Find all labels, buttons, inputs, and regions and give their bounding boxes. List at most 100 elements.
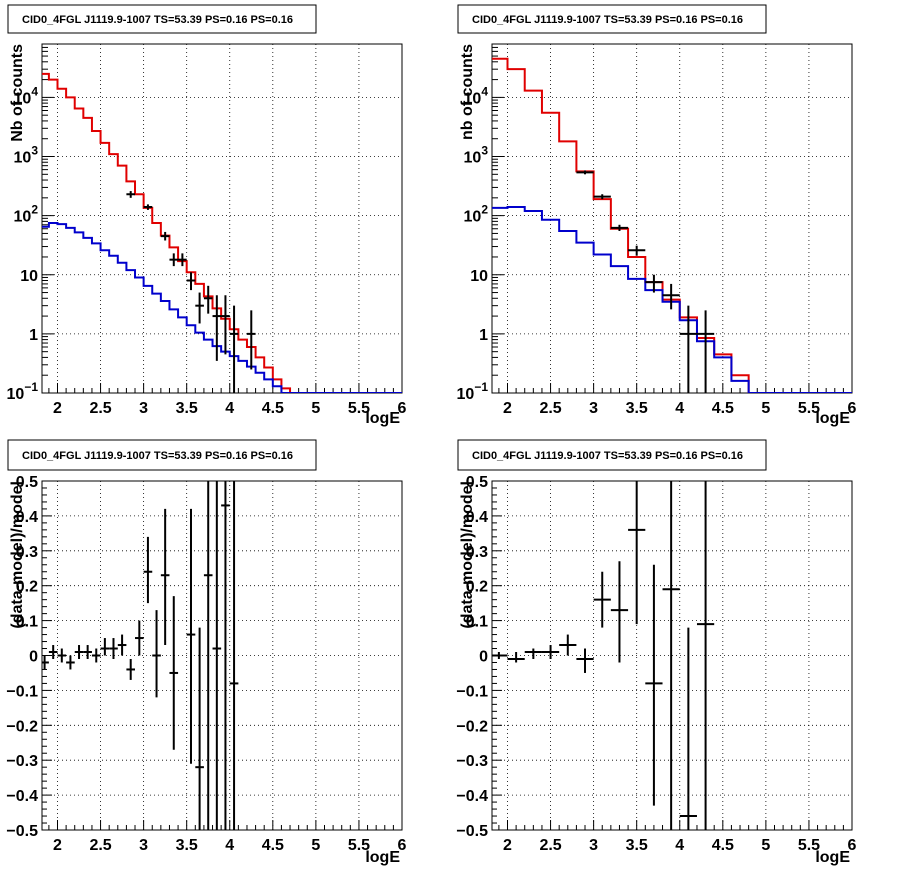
y-tick-label: 0.2 xyxy=(16,579,38,596)
y-tick-exp: 2 xyxy=(31,203,38,217)
grid xyxy=(492,44,853,393)
data-point xyxy=(135,620,144,656)
data-point xyxy=(576,170,594,175)
y-tick-label: 0.1 xyxy=(466,614,488,631)
data-point xyxy=(169,253,179,267)
data-point xyxy=(203,285,213,314)
component-histogram xyxy=(42,222,402,393)
data-point xyxy=(645,274,663,293)
y-tick-label: 0.4 xyxy=(466,509,488,526)
y-axis: −0.5 −0.4 −0.3 −0.2 −0.1 0 0.1 0.2 0.3 0.4 0.5(dat… xyxy=(6,474,52,840)
y-tick-label: 0 xyxy=(479,649,488,666)
y-tick-label: 10 xyxy=(470,268,488,285)
x-tick-label: 2.5 xyxy=(539,837,561,854)
data-point xyxy=(212,295,222,361)
panel-title-box: CID0_4FGL J1119.9-1007 TS=53.39 PS=0.16 … xyxy=(7,4,317,34)
data-point xyxy=(143,536,153,604)
data-point xyxy=(696,481,715,830)
data-point xyxy=(492,652,508,659)
y-tick-label: 0.5 xyxy=(16,474,38,491)
data-point xyxy=(152,610,161,698)
x-tick-label: 5 xyxy=(761,400,770,417)
data-point xyxy=(160,231,170,241)
x-tick-label: 6 xyxy=(848,400,857,417)
y-tick-exp: 4 xyxy=(481,84,488,98)
y-tick-label: −0.2 xyxy=(6,718,38,735)
data-point xyxy=(246,310,256,370)
x-tick-label: 2 xyxy=(503,400,512,417)
data-point xyxy=(696,310,715,393)
panel-title-box: CID0_4FGL J1119.9-1007 TS=53.39 PS=0.16 … xyxy=(7,439,317,471)
y-tick-exp: 3 xyxy=(481,144,488,158)
data-point xyxy=(195,627,204,830)
y-tick-label: 10−1 xyxy=(7,380,39,403)
y-tick-label: −0.1 xyxy=(456,683,488,700)
x-tick-label: 5.5 xyxy=(798,837,820,854)
data-point xyxy=(109,638,118,659)
data-point xyxy=(186,272,196,291)
plot-frame xyxy=(41,43,403,394)
data-point xyxy=(74,645,84,659)
y-axis-label: Nb of counts xyxy=(9,44,26,142)
x-tick-label: 3.5 xyxy=(626,837,648,854)
y-tick-exp: 4 xyxy=(31,84,38,98)
y-tick-label: −0.5 xyxy=(6,823,38,840)
data-point xyxy=(203,481,213,830)
data-point xyxy=(42,655,49,670)
data-point xyxy=(48,645,58,659)
x-tick-label: 5.5 xyxy=(348,837,370,854)
y-tick-label: 103 xyxy=(464,144,489,167)
y-tick-exp: −1 xyxy=(474,380,488,394)
panel-title: CID0_4FGL J1119.9-1007 TS=53.39 PS=0.16 … xyxy=(472,450,743,462)
panel-2: CID0_4FGL J1119.9-1007 TS=53.39 PS=0.16 … xyxy=(457,4,857,427)
x-tick-label: 3 xyxy=(589,400,598,417)
x-tick-label: 4 xyxy=(225,837,234,854)
plot-frame xyxy=(491,43,853,394)
data-point xyxy=(524,648,542,659)
y-tick-label: 0.4 xyxy=(16,509,38,526)
y-tick-label: 1 xyxy=(29,327,38,344)
y-tick-label: −0.3 xyxy=(6,753,38,770)
x-tick-label: 4 xyxy=(675,400,684,417)
x-tick-label: 5.5 xyxy=(348,400,370,417)
y-tick-label: 0.3 xyxy=(466,544,488,561)
x-tick-label: 3 xyxy=(139,837,148,854)
y-tick-label: 103 xyxy=(14,144,39,167)
panel-title-box: CID0_4FGL J1119.9-1007 TS=53.39 PS=0.16 … xyxy=(457,439,767,471)
data-point xyxy=(221,295,230,355)
data-point xyxy=(679,627,697,830)
x-axis-label: logE xyxy=(815,410,850,427)
data-point xyxy=(57,648,67,663)
panel-4: CID0_4FGL J1119.9-1007 TS=53.39 PS=0.16 … xyxy=(456,439,857,866)
x-tick-label: 2 xyxy=(53,837,62,854)
y-tick-label: −0.3 xyxy=(456,753,488,770)
panel-title: CID0_4FGL J1119.9-1007 TS=53.39 PS=0.16 … xyxy=(22,450,293,462)
y-tick-label: 102 xyxy=(464,203,489,226)
x-tick-label: 4.5 xyxy=(262,837,284,854)
x-tick-label: 5.5 xyxy=(798,400,820,417)
data-point xyxy=(212,481,222,830)
data-point xyxy=(576,648,594,673)
x-tick-label: 3 xyxy=(139,400,148,417)
y-tick-label: 1 xyxy=(479,327,488,344)
y-tick-label: 0.5 xyxy=(466,474,488,491)
data-point xyxy=(221,481,230,830)
x-tick-label: 6 xyxy=(398,837,407,854)
series-layer xyxy=(492,481,715,830)
data-point xyxy=(559,634,577,656)
x-tick-label: 6 xyxy=(848,837,857,854)
data-point xyxy=(83,645,92,659)
y-tick-base: 10 xyxy=(457,386,475,403)
y-axis-label: (data-model)/model xyxy=(9,481,26,629)
y-tick-base: 10 xyxy=(14,150,32,167)
data-point xyxy=(645,564,663,806)
grid xyxy=(42,44,403,393)
x-tick-label: 2.5 xyxy=(539,400,561,417)
data-point xyxy=(160,508,170,646)
panel-title-box: CID0_4FGL J1119.9-1007 TS=53.39 PS=0.16 … xyxy=(457,4,767,34)
data-point xyxy=(229,305,239,393)
